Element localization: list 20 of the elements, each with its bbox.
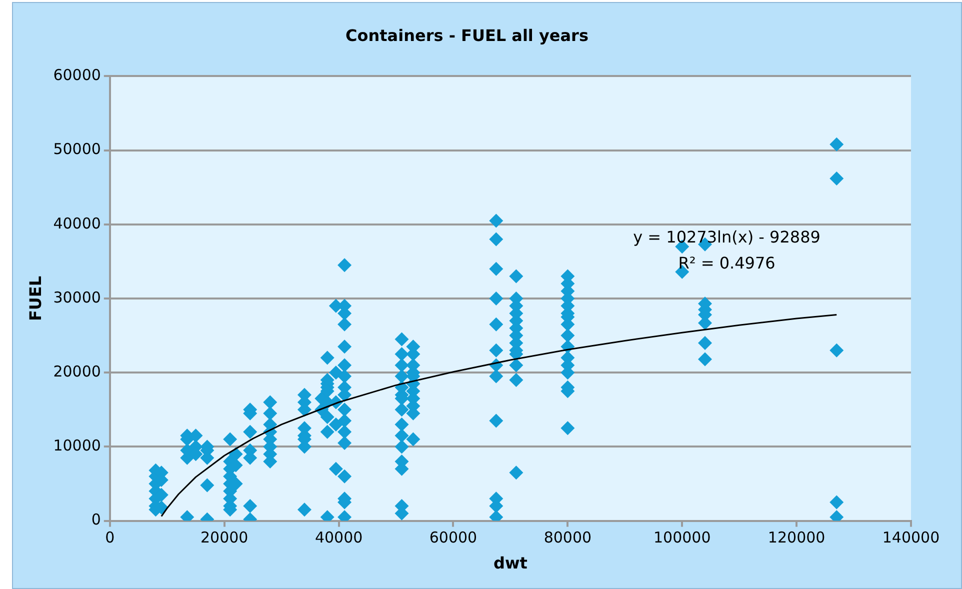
- annotation: y = 10273ln(x) - 92889: [633, 228, 820, 247]
- x-tick-label: 40000: [314, 528, 363, 547]
- x-tick-label: 100000: [653, 528, 711, 547]
- annotation: R² = 0.4976: [678, 253, 776, 272]
- x-tick-label: 140000: [882, 528, 940, 547]
- x-tick-label: 60000: [429, 528, 478, 547]
- y-tick-label: 50000: [53, 140, 101, 158]
- y-tick-label: 60000: [53, 66, 101, 84]
- x-tick-label: 80000: [544, 528, 592, 547]
- chart-title: Containers - FUEL all years: [346, 26, 588, 45]
- y-tick-label: 10000: [53, 436, 101, 455]
- x-tick-label: 120000: [768, 528, 826, 547]
- y-tick-label: 20000: [53, 362, 101, 380]
- y-axis-title: FUEL: [26, 276, 45, 322]
- y-tick-label: 40000: [53, 214, 101, 232]
- x-axis-title: dwt: [494, 554, 528, 573]
- y-tick-label: 30000: [53, 288, 101, 306]
- x-tick-label: 0: [105, 528, 115, 547]
- y-tick-label: 0: [91, 510, 101, 529]
- x-tick-label: 20000: [200, 528, 248, 547]
